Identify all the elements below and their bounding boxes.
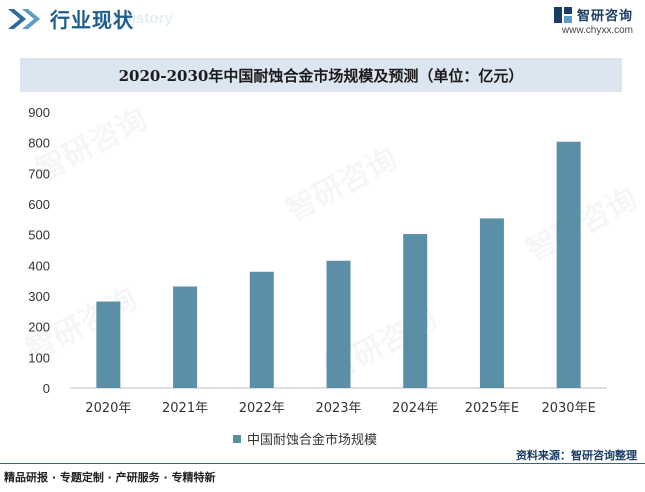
page-title: 行业现状 <box>50 8 134 32</box>
bar <box>173 286 198 388</box>
x-tick-label: 2025年E <box>465 401 519 416</box>
double-arrow-icon <box>8 9 40 29</box>
chart-title-bar: 2020-2030年中国耐蚀合金市场规模及预测（单位：亿元） <box>20 58 622 92</box>
y-tick-label: 900 <box>28 105 50 120</box>
x-tick-label: 2020年 <box>85 401 131 416</box>
footer-tagline: 精品研报 · 专题定制 · 产研服务 · 专精特新 <box>4 471 216 484</box>
y-tick-label: 200 <box>28 320 50 335</box>
y-tick-label: 400 <box>28 258 50 273</box>
bar-series <box>96 141 581 388</box>
x-axis: 2020年 2021年 2022年 2023年 2024年 2025年E 2030年E <box>85 401 595 416</box>
brand-logo-icon <box>553 6 572 23</box>
footer-divider <box>0 463 645 464</box>
x-tick-label: 2022年 <box>239 401 285 416</box>
x-tick-label: 2030年E <box>541 401 595 416</box>
bar <box>249 271 274 388</box>
y-tick-label: 600 <box>28 197 50 212</box>
chart-title: 2020-2030年中国耐蚀合金市场规模及预测（单位：亿元） <box>118 66 524 85</box>
bar <box>96 301 121 388</box>
page-header: ent history 行业现状 智研咨询 www.chyxx.com <box>0 0 645 42</box>
y-tick-label: 0 <box>43 381 50 396</box>
y-axis: 0 100 200 300 400 500 600 700 800 900 <box>28 105 50 396</box>
x-tick-label: 2024年 <box>392 401 438 416</box>
y-tick-label: 500 <box>28 228 50 243</box>
bar <box>326 260 351 388</box>
bar <box>556 141 581 388</box>
bar <box>479 218 504 388</box>
brand-name: 智研咨询 <box>576 9 633 24</box>
bar <box>403 234 428 388</box>
brand: 智研咨询 www.chyxx.com <box>553 5 633 36</box>
x-tick-label: 2023年 <box>315 401 361 416</box>
legend-label: 中国耐蚀合金市场规模 <box>247 432 377 448</box>
legend-swatch <box>233 435 241 443</box>
x-tick-label: 2021年 <box>162 401 208 416</box>
y-tick-label: 100 <box>28 350 50 365</box>
brand-url: www.chyxx.com <box>561 25 633 36</box>
source-note: 资料来源：智研咨询整理 <box>516 449 637 462</box>
legend: 中国耐蚀合金市场规模 <box>233 432 377 448</box>
y-tick-label: 800 <box>28 136 50 151</box>
y-tick-label: 700 <box>28 166 50 181</box>
y-tick-label: 300 <box>28 289 50 304</box>
header-ghost-text: ent history <box>96 10 173 27</box>
